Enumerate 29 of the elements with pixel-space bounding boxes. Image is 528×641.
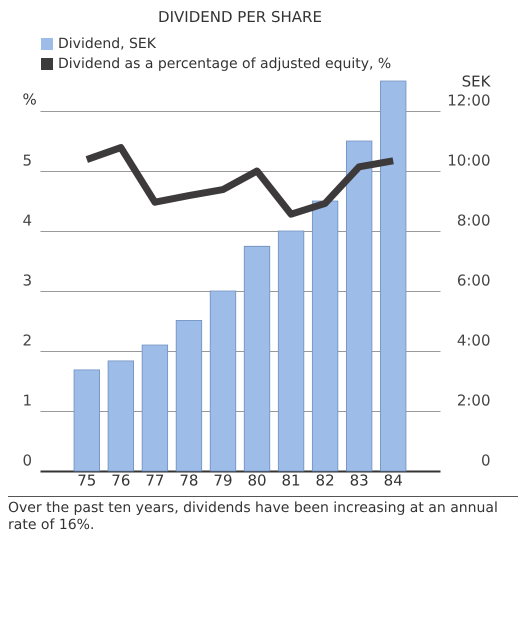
x-tick-label: 84 bbox=[384, 472, 403, 490]
x-tick-label: 82 bbox=[316, 472, 335, 490]
y2-axis-title: SEK bbox=[462, 72, 492, 90]
x-tick-label: 83 bbox=[350, 472, 369, 490]
y2-tick-label: 0 bbox=[480, 452, 490, 470]
y-tick-label: 5 bbox=[22, 152, 32, 170]
x-tick-label: 80 bbox=[247, 472, 267, 490]
text: Over the past ten years, dividends have been increasing at an annual rate of 16%. bbox=[8, 496, 518, 534]
x-tick-label: 77 bbox=[145, 472, 164, 490]
y2-tick-label: 2:00 bbox=[456, 392, 490, 410]
y2-tick-label: 8:00 bbox=[456, 212, 490, 230]
legend-label: Dividend, SEK bbox=[58, 36, 157, 52]
y2-tick-label: 10:00 bbox=[447, 152, 490, 170]
y2-tick-label: 4:00 bbox=[456, 332, 490, 350]
x-tick-label: 78 bbox=[179, 472, 198, 490]
y2-tick-label: 12:00 bbox=[447, 92, 490, 110]
y-tick-label: 4 bbox=[22, 212, 32, 230]
x-tick-label: 79 bbox=[213, 472, 233, 490]
y-tick-label: 1 bbox=[22, 392, 32, 410]
x-tick-label: 81 bbox=[282, 472, 301, 490]
y-tick-label: 2 bbox=[22, 332, 32, 350]
chart-title: DIVIDEND PER SHARE bbox=[158, 8, 322, 26]
y-tick-label: 0 bbox=[22, 452, 32, 470]
y-tick-label: 3 bbox=[22, 272, 32, 290]
legend-label: Dividend as a percentage of adjusted equity, % bbox=[58, 56, 392, 72]
x-tick-label: 76 bbox=[111, 472, 130, 490]
x-tick-label: 75 bbox=[77, 472, 96, 490]
y-axis-title: % bbox=[22, 90, 37, 108]
y2-tick-label: 6:00 bbox=[456, 272, 490, 290]
